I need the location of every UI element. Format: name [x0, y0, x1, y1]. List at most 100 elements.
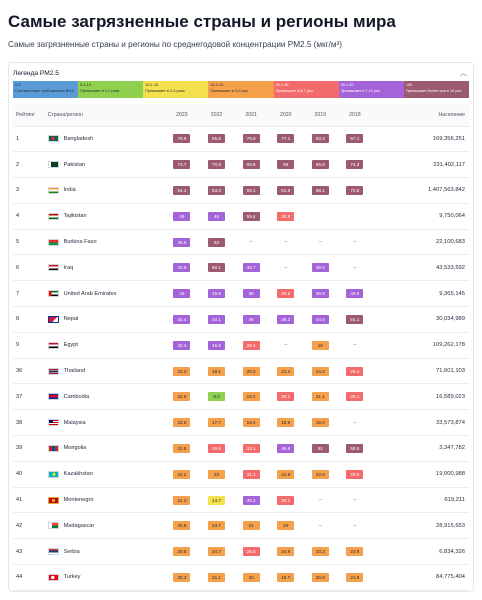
page-title: Самые загрязненные страны и регионы мира	[8, 12, 396, 31]
country-cell[interactable]: Iraq	[47, 254, 165, 282]
country-cell[interactable]: Montenegro	[47, 487, 165, 514]
pm25-cell: 35.2	[233, 487, 269, 514]
no-data-dash: –	[284, 264, 288, 271]
column-header-year[interactable]: 2019	[303, 104, 338, 127]
no-data-dash: –	[353, 239, 357, 246]
pm25-value-badge: 35.2	[242, 495, 260, 505]
pm25-cell: 21.1	[199, 564, 234, 591]
column-header-year[interactable]: 2018	[337, 104, 373, 127]
country-cell[interactable]: Mongolia	[47, 435, 165, 462]
legend-segment-description: Превышает в 3-5 раз	[210, 89, 248, 93]
pm25-value-badge: 8.3	[208, 392, 226, 402]
country-cell[interactable]: United Arab Emirates	[47, 280, 165, 308]
table-row[interactable]: 4 Tajikistan 49 46 59.4 30.9 9,750,064	[13, 203, 469, 230]
country-cell[interactable]: Pakistan	[47, 151, 165, 179]
pm25-value-badge: 39.6	[311, 263, 329, 273]
pm25-value-badge: 79.9	[173, 134, 191, 144]
pm25-value-badge: 25.5	[242, 547, 260, 557]
pm25-cell: 24.7	[199, 538, 234, 566]
column-header-country[interactable]: Страна/регион	[47, 104, 165, 127]
table-row[interactable]: 41 Montenegro 21.3 14.7 35.2 26.1 – – 619,211	[13, 487, 469, 514]
legend-segment-description: Превышает в 2-3 раза	[145, 89, 185, 93]
pm25-cell: 20.3	[164, 564, 200, 591]
country-cell[interactable]: Thailand	[47, 358, 165, 385]
country-name: Madagascar	[63, 522, 95, 529]
pm25-value-badge: 65.8	[311, 160, 329, 170]
rank-cell: 42	[13, 512, 48, 540]
pm25-cell: 58.1	[303, 177, 338, 204]
pm25-value-badge: 18.4	[242, 418, 260, 428]
pm25-value-badge: 59.4	[242, 211, 260, 221]
rank-cell: 43	[13, 538, 48, 566]
pm25-cell: 44.5	[303, 306, 338, 333]
country-cell[interactable]: Malaysia	[47, 409, 165, 437]
table-row[interactable]: 5 Burkina Faso 46.6 63 – – – – 22,100,683	[13, 229, 469, 256]
pm25-value-badge: 20	[277, 521, 295, 531]
population-cell: 9,750,064	[372, 203, 469, 230]
chevron-up-icon[interactable]: ︿	[460, 70, 467, 77]
table-row[interactable]: 9 Egypt 42.4 46.5 29.1 – 18 – 109,262,178	[13, 332, 469, 359]
pm25-cell: 54.1	[337, 306, 373, 333]
pm25-cell: 66.8	[233, 151, 269, 179]
table-row[interactable]: 7 United Arab Emirates 43 45.9 36 29.2 38.9 49.…	[13, 280, 469, 308]
country-cell[interactable]: Madagascar	[47, 512, 165, 540]
table-row[interactable]: 44 Turkey 20.3 21.1 20 18.7 20.6 21.9 84,775,404	[13, 564, 469, 591]
table-row[interactable]: 2 Pakistan 73.7 70.9 66.8 59 65.8 74.3 231,402,1…	[13, 151, 469, 179]
country-cell[interactable]: Serbia	[47, 538, 165, 566]
pm25-cell: 22.8	[164, 383, 200, 411]
pm25-value-badge: 66.8	[242, 160, 260, 170]
country-cell[interactable]: India	[47, 177, 165, 204]
country-cell[interactable]: Tajikistan	[47, 203, 165, 230]
pm25-value-badge: 45.9	[208, 289, 226, 299]
pm25-cell: 16.2	[233, 383, 269, 411]
table-row[interactable]: 36 Thailand 23.3 18.1 20.2 21.4 24.3 26.4 71,601…	[13, 358, 469, 385]
population-cell: 231,402,117	[372, 151, 469, 179]
column-header-year[interactable]: 2022	[199, 104, 234, 127]
column-header-year[interactable]: 2020	[268, 104, 304, 127]
country-cell[interactable]: Nepal	[47, 306, 165, 333]
country-name: India	[63, 187, 76, 194]
country-name: Burkina Faso	[63, 239, 97, 246]
rank-cell: 2	[13, 151, 48, 179]
population-cell: 109,262,178	[372, 332, 469, 359]
country-cell[interactable]: Kazakhstan	[47, 461, 165, 488]
table-row[interactable]: 37 Cambodia 22.8 8.3 16.2 26.1 21.1 26.1 16,589,…	[13, 383, 469, 411]
column-header-rank[interactable]: Рейтинг	[13, 104, 48, 127]
table-row[interactable]: 40 Kazakhstan 22.2 23 31.1 21.9 23.6 29.8 19,000…	[13, 461, 469, 488]
pm25-value-badge: 21	[242, 521, 260, 531]
country-cell[interactable]: Turkey	[47, 564, 165, 591]
pm25-cell: –	[303, 229, 338, 256]
country-cell[interactable]: Bangladesh	[47, 126, 165, 153]
legend-segment-description: Превышает в 1-2 раза	[80, 89, 120, 93]
flag-icon	[47, 573, 59, 581]
column-header-year[interactable]: 2021	[233, 104, 269, 127]
pm25-cell: 18.7	[268, 564, 304, 591]
country-name: United Arab Emirates	[63, 290, 117, 297]
table-row[interactable]: 1 Bangladesh 79.9 65.8 76.9 77.1 83.3 97.1 169,3…	[13, 126, 469, 153]
table-row[interactable]: 6 Iraq 43.8 80.1 49.7 – 39.6 – 43,533,592	[13, 254, 469, 282]
pm25-cell: 31.1	[233, 461, 269, 488]
pm25-value-badge: 29.2	[277, 289, 295, 299]
table-row[interactable]: 38 Malaysia 22.5 17.7 18.4 15.9 19.4 – 33,573,87…	[13, 409, 469, 437]
table-row[interactable]: 39 Mongolia 22.5 29.5 33.1 46.6 62 58.5 3,347,78…	[13, 435, 469, 462]
country-cell[interactable]: Burkina Faso	[47, 229, 165, 256]
pm25-cell: 24.3	[303, 358, 338, 385]
legend-segment-description: Превышает более чем в 10 раз	[405, 89, 462, 93]
rank-cell: 7	[13, 280, 48, 308]
table-row[interactable]: 42 Madagascar 20.8 23.7 21 20 – – 28,915,653	[13, 512, 469, 540]
country-cell[interactable]: Cambodia	[47, 383, 165, 411]
column-header-population[interactable]: Население	[372, 104, 469, 127]
legend-header[interactable]: Легенда PM2.5 ︿	[13, 65, 469, 81]
table-row[interactable]: 3 India 54.4 53.3 58.1 51.9 58.1 72.5 1,407,563,…	[13, 177, 469, 204]
table-row[interactable]: 8 Nepal 42.4 40.1 46 39.2 44.5 54.1 30,034,989	[13, 306, 469, 333]
legend-segment-range: 10.1-15	[145, 83, 159, 87]
no-data-dash: –	[284, 342, 288, 349]
pm25-cell: 29.8	[337, 461, 373, 488]
pm25-cell: 65.8	[303, 151, 338, 179]
column-header-year[interactable]: 2023	[164, 104, 200, 127]
legend-segment-range: 5.1-10	[80, 83, 91, 87]
population-cell: 169,356,251	[372, 126, 469, 153]
table-row[interactable]: 43 Serbia 20.5 24.7 25.5 24.9 23.3 23.9 6,834,32…	[13, 538, 469, 566]
rank-cell: 3	[13, 177, 48, 204]
country-cell[interactable]: Egypt	[47, 332, 165, 359]
